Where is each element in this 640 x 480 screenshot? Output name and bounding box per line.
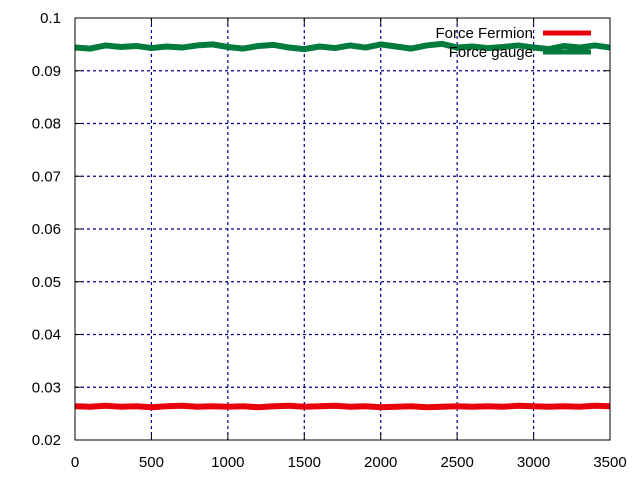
y-tick-label: 0.04 xyxy=(32,327,61,344)
legend: Force Fermion Force gauge xyxy=(435,25,591,61)
x-tick-label: 2500 xyxy=(440,454,473,471)
x-tick-label: 3500 xyxy=(593,454,626,471)
y-tick-label: 0.09 xyxy=(32,63,61,80)
y-tick-label: 0.08 xyxy=(32,116,61,133)
x-tick-label: 0 xyxy=(71,454,79,471)
y-tick-label: 0.03 xyxy=(32,379,61,396)
x-tick-label: 1500 xyxy=(288,454,321,471)
x-tick-label: 1000 xyxy=(211,454,244,471)
y-tick-label: 0.07 xyxy=(32,168,61,185)
x-tick-label: 2000 xyxy=(364,454,397,471)
ticks-layer: 0 500 1000 1500 2000 2500 3000 3500 0.02 0.03 0.04… xyxy=(32,10,627,471)
series-line-force-gauge xyxy=(74,40,611,53)
legend-label: Force Fermion xyxy=(435,25,533,42)
legend-label: Force gauge xyxy=(449,44,533,61)
y-tick-label: 0.05 xyxy=(32,274,61,291)
x-tick-label: 3000 xyxy=(517,454,550,471)
series-line-force-fermion xyxy=(74,402,611,411)
y-tick-label: 0.02 xyxy=(32,432,61,449)
y-tick-label: 0.1 xyxy=(40,10,61,27)
x-tick-label: 500 xyxy=(139,454,164,471)
grid-layer xyxy=(75,18,610,440)
series-layer xyxy=(74,40,611,411)
y-tick-label: 0.06 xyxy=(32,221,61,238)
